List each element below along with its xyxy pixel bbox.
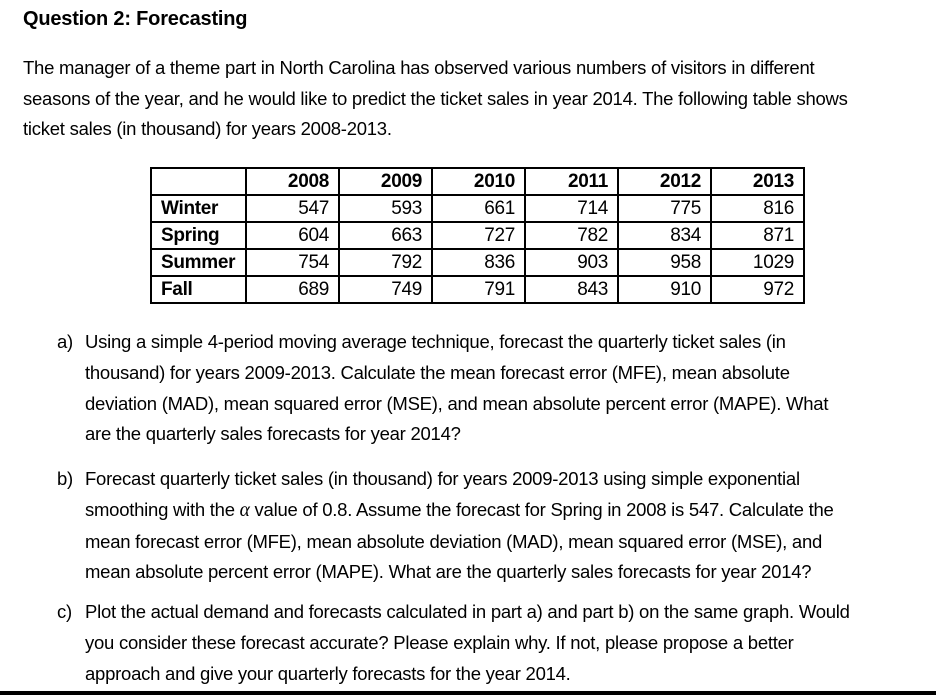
table-header-row: 2008 2009 2010 2011 2012 2013: [150, 167, 805, 196]
sales-value: 754: [245, 248, 340, 277]
question-item-c: c) Plot the actual demand and forecasts …: [57, 597, 919, 689]
sales-value: 972: [710, 275, 805, 304]
item-marker-c: c): [57, 601, 72, 622]
item-text-b-after: value of 0.8. Assume the forecast for Sp…: [85, 498, 834, 583]
sales-value: 1029: [710, 248, 805, 277]
sales-value: 791: [431, 275, 526, 304]
item-marker-a: a): [57, 331, 73, 352]
item-text-c: Plot the actual demand and forecasts cal…: [85, 601, 850, 684]
page-title: Question 2: Forecasting: [23, 8, 248, 30]
year-header-2013: 2013: [710, 167, 805, 196]
sales-value: 843: [524, 275, 619, 304]
sales-value: 816: [710, 194, 805, 223]
bottom-divider: [0, 691, 936, 695]
sales-value: 749: [338, 275, 433, 304]
season-label-winter: Winter: [150, 194, 247, 223]
sales-value: 593: [338, 194, 433, 223]
table-row-winter: Winter 547 593 661 714 775 816: [150, 194, 805, 223]
sales-value: 727: [431, 221, 526, 250]
sales-value: 775: [617, 194, 712, 223]
year-header-2011: 2011: [524, 167, 619, 196]
sales-value: 689: [245, 275, 340, 304]
sales-value: 663: [338, 221, 433, 250]
table-row-fall: Fall 689 749 791 843 910 972: [150, 275, 805, 304]
question-item-a: a) Using a simple 4-period moving averag…: [57, 327, 919, 450]
item-text-b-before: Forecast quarterly ticket sales (in thou…: [85, 468, 800, 520]
season-label-spring: Spring: [150, 221, 247, 250]
item-marker-b: b): [57, 468, 73, 489]
sales-value: 910: [617, 275, 712, 304]
sales-value: 782: [524, 221, 619, 250]
sales-value: 792: [338, 248, 433, 277]
sales-value: 958: [617, 248, 712, 277]
year-header-2012: 2012: [617, 167, 712, 196]
sales-value: 834: [617, 221, 712, 250]
season-label-summer: Summer: [150, 248, 247, 277]
ticket-sales-table: 2008 2009 2010 2011 2012 2013 Winter 547…: [150, 167, 805, 304]
alpha-symbol: α: [239, 499, 250, 521]
item-text-a: Using a simple 4-period moving average t…: [85, 331, 829, 445]
question-item-b: b) Forecast quarterly ticket sales (in t…: [57, 464, 919, 588]
sales-value: 903: [524, 248, 619, 277]
year-header-2010: 2010: [431, 167, 526, 196]
sales-value: 714: [524, 194, 619, 223]
year-header-2008: 2008: [245, 167, 340, 196]
season-label-fall: Fall: [150, 275, 247, 304]
sales-value: 604: [245, 221, 340, 250]
table-row-spring: Spring 604 663 727 782 834 871: [150, 221, 805, 250]
year-header-2009: 2009: [338, 167, 433, 196]
item-text-b: Forecast quarterly ticket sales (in thou…: [85, 464, 919, 588]
table-corner-cell: [150, 167, 247, 196]
sales-value: 871: [710, 221, 805, 250]
intro-paragraph: The manager of a theme part in North Car…: [23, 57, 848, 139]
sales-value: 547: [245, 194, 340, 223]
table-row-summer: Summer 754 792 836 903 958 1029: [150, 248, 805, 277]
sales-value: 836: [431, 248, 526, 277]
sales-value: 661: [431, 194, 526, 223]
